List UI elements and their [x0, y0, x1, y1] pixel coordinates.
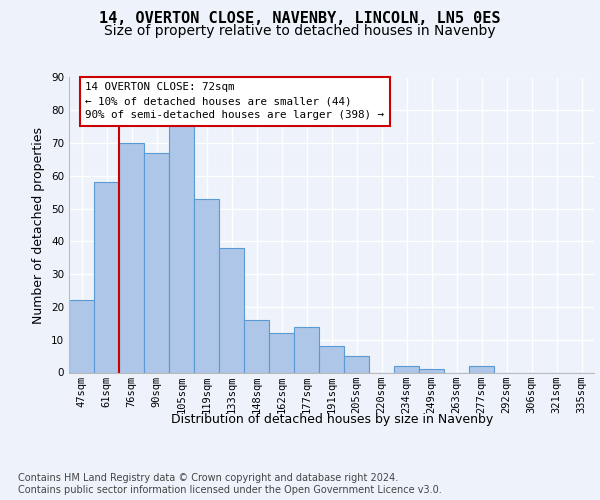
Text: Size of property relative to detached houses in Navenby: Size of property relative to detached ho…	[104, 24, 496, 38]
Bar	[169, 124, 194, 372]
Bar	[144, 153, 169, 372]
Bar	[394, 366, 419, 372]
Text: 14, OVERTON CLOSE, NAVENBY, LINCOLN, LN5 0ES: 14, OVERTON CLOSE, NAVENBY, LINCOLN, LN5…	[99, 11, 501, 26]
Bar	[294, 326, 319, 372]
Text: Distribution of detached houses by size in Navenby: Distribution of detached houses by size …	[170, 412, 493, 426]
Y-axis label: Number of detached properties: Number of detached properties	[32, 126, 46, 324]
Bar	[344, 356, 369, 372]
Text: 14 OVERTON CLOSE: 72sqm
← 10% of detached houses are smaller (44)
90% of semi-de: 14 OVERTON CLOSE: 72sqm ← 10% of detache…	[85, 82, 384, 120]
Bar	[244, 320, 269, 372]
Bar	[94, 182, 119, 372]
Text: Contains HM Land Registry data © Crown copyright and database right 2024.
Contai: Contains HM Land Registry data © Crown c…	[18, 474, 442, 495]
Bar	[269, 333, 294, 372]
Bar	[194, 199, 219, 372]
Bar	[319, 346, 344, 372]
Bar	[419, 369, 444, 372]
Bar	[469, 366, 494, 372]
Bar	[69, 300, 94, 372]
Bar	[219, 248, 244, 372]
Bar	[119, 143, 144, 372]
